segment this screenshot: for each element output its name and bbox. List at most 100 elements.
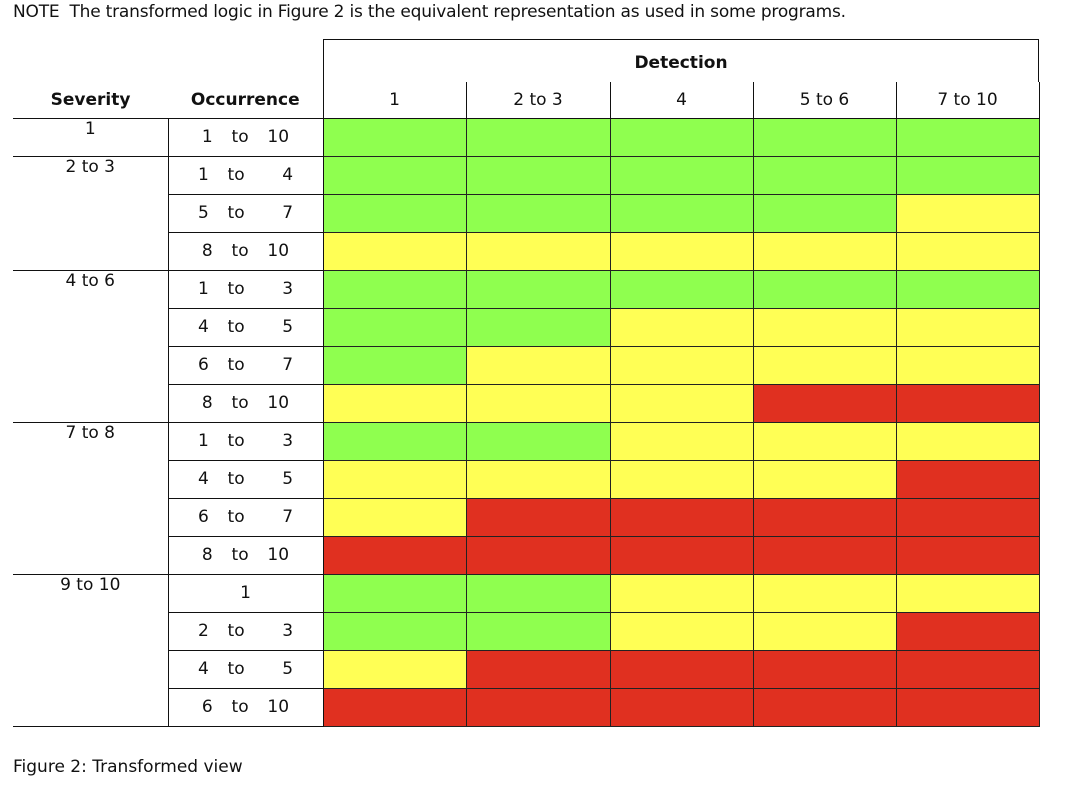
occurrence-cell: 5 to 7: [167, 194, 324, 233]
table-row: 6 to 10: [13, 687, 1040, 727]
table-row: 9 to 10 1: [13, 573, 1040, 727]
rating-cell-yellow: [752, 611, 897, 651]
rating-cell-green: [322, 573, 467, 613]
table-row: 8 to 10: [13, 383, 1040, 423]
note-text: The transformed logic in Figure 2 is the…: [69, 2, 846, 22]
rating-cell-green: [465, 117, 611, 157]
severity-cell: 2 to 3: [13, 156, 168, 271]
occurrence-label: 8 to 10: [201, 393, 290, 413]
occurrence-cell: 4 to 5: [167, 308, 324, 347]
occurrence-cell: 2 to 3: [167, 612, 324, 651]
rating-cell-yellow: [322, 231, 467, 271]
rating-cell-green: [609, 155, 754, 195]
rating-cell-yellow: [609, 231, 754, 271]
rating-cell-yellow: [609, 421, 754, 461]
rating-cell-yellow: [752, 231, 897, 271]
rating-cell-yellow: [609, 345, 754, 385]
rating-cell-red: [609, 649, 754, 689]
occurrence-label: 8 to 10: [201, 545, 290, 565]
rating-cell-red: [465, 535, 611, 575]
risk-matrix-table: Severity Occurrence 1 2 to 3 4 5 to 6 7 …: [13, 82, 1040, 727]
rating-cell-red: [465, 687, 611, 727]
rating-cell-yellow: [609, 611, 754, 651]
rating-cell-green: [609, 117, 754, 157]
occurrence-cell: 4 to 5: [167, 460, 324, 499]
occurrence-cell: 1 to 3: [167, 270, 324, 309]
rating-cell-green: [322, 155, 467, 195]
occurrence-label: 1 to 10: [201, 127, 290, 147]
rating-cell-yellow: [322, 497, 467, 537]
rating-cell-red: [465, 497, 611, 537]
severity-cell: 1: [13, 118, 168, 157]
rating-cell-green: [609, 193, 754, 233]
rating-cell-red: [752, 535, 897, 575]
rating-cell-yellow: [895, 345, 1040, 385]
rating-cell-red: [465, 649, 611, 689]
rating-cell-yellow: [895, 421, 1040, 461]
note: NOTE The transformed logic in Figure 2 is…: [13, 2, 846, 22]
rating-cell-red: [895, 687, 1040, 727]
severity-header: Severity: [13, 82, 168, 119]
occurrence-label: 6 to 10: [201, 697, 290, 717]
rating-cell-yellow: [322, 459, 467, 499]
rating-cell-green: [322, 307, 467, 347]
occurrence-header: Occurrence: [168, 82, 323, 119]
rating-cell-green: [322, 421, 467, 461]
table-row: 2 to 3: [13, 611, 1040, 651]
occurrence-label: 4 to 5: [197, 659, 294, 679]
occurrence-label: 1 to 3: [197, 279, 294, 299]
rating-cell-red: [752, 649, 897, 689]
rating-cell-green: [752, 155, 897, 195]
rating-cell-green: [322, 193, 467, 233]
rating-cell-red: [752, 383, 897, 423]
rating-cell-red: [895, 535, 1040, 575]
rating-cell-yellow: [895, 573, 1040, 613]
rating-cell-yellow: [752, 421, 897, 461]
detection-col-header: 4: [609, 82, 753, 119]
occurrence-label: 1: [240, 583, 251, 603]
occurrence-cell: 8 to 10: [167, 232, 324, 271]
rating-cell-red: [752, 497, 897, 537]
rating-cell-yellow: [895, 307, 1040, 347]
detection-header-box: [323, 39, 1039, 82]
table-row: 6 to 7: [13, 497, 1040, 537]
occurrence-label: 4 to 5: [197, 317, 294, 337]
rating-cell-green: [322, 611, 467, 651]
rating-cell-green: [609, 269, 754, 309]
header-row: Severity Occurrence 1 2 to 3 4 5 to 6 7 …: [13, 82, 1040, 119]
occurrence-cell: 6 to 7: [167, 346, 324, 385]
rating-cell-green: [895, 117, 1040, 157]
rating-cell-green: [752, 193, 897, 233]
rating-cell-yellow: [609, 459, 754, 499]
occurrence-label: 5 to 7: [197, 203, 294, 223]
detection-title: Detection: [634, 53, 728, 73]
severity-cell: 4 to 6: [13, 270, 168, 423]
rating-cell-red: [322, 535, 467, 575]
table-row: 5 to 7: [13, 193, 1040, 233]
table-row: 1 1 to 10: [13, 117, 1040, 157]
rating-cell-yellow: [609, 307, 754, 347]
rating-cell-green: [465, 611, 611, 651]
detection-col-header: 7 to 10: [895, 82, 1040, 119]
occurrence-label: 1 to 4: [197, 165, 294, 185]
rating-cell-green: [895, 155, 1040, 195]
rating-cell-red: [895, 383, 1040, 423]
table-row: 4 to 5: [13, 459, 1040, 499]
rating-cell-yellow: [895, 193, 1040, 233]
occurrence-label: 6 to 7: [197, 507, 294, 527]
rating-cell-yellow: [752, 459, 897, 499]
rating-cell-green: [465, 421, 611, 461]
occurrence-label: 8 to 10: [201, 241, 290, 261]
rating-cell-green: [752, 269, 897, 309]
rating-cell-yellow: [465, 459, 611, 499]
rating-cell-yellow: [322, 649, 467, 689]
detection-col-header: 5 to 6: [752, 82, 896, 119]
rating-cell-green: [322, 117, 467, 157]
rating-cell-red: [895, 649, 1040, 689]
occurrence-cell: 1 to 4: [167, 156, 324, 195]
occurrence-label: 6 to 7: [197, 355, 294, 375]
rating-cell-yellow: [752, 573, 897, 613]
rating-cell-green: [465, 155, 611, 195]
occurrence-cell: 6 to 10: [167, 688, 324, 727]
rating-cell-red: [609, 535, 754, 575]
